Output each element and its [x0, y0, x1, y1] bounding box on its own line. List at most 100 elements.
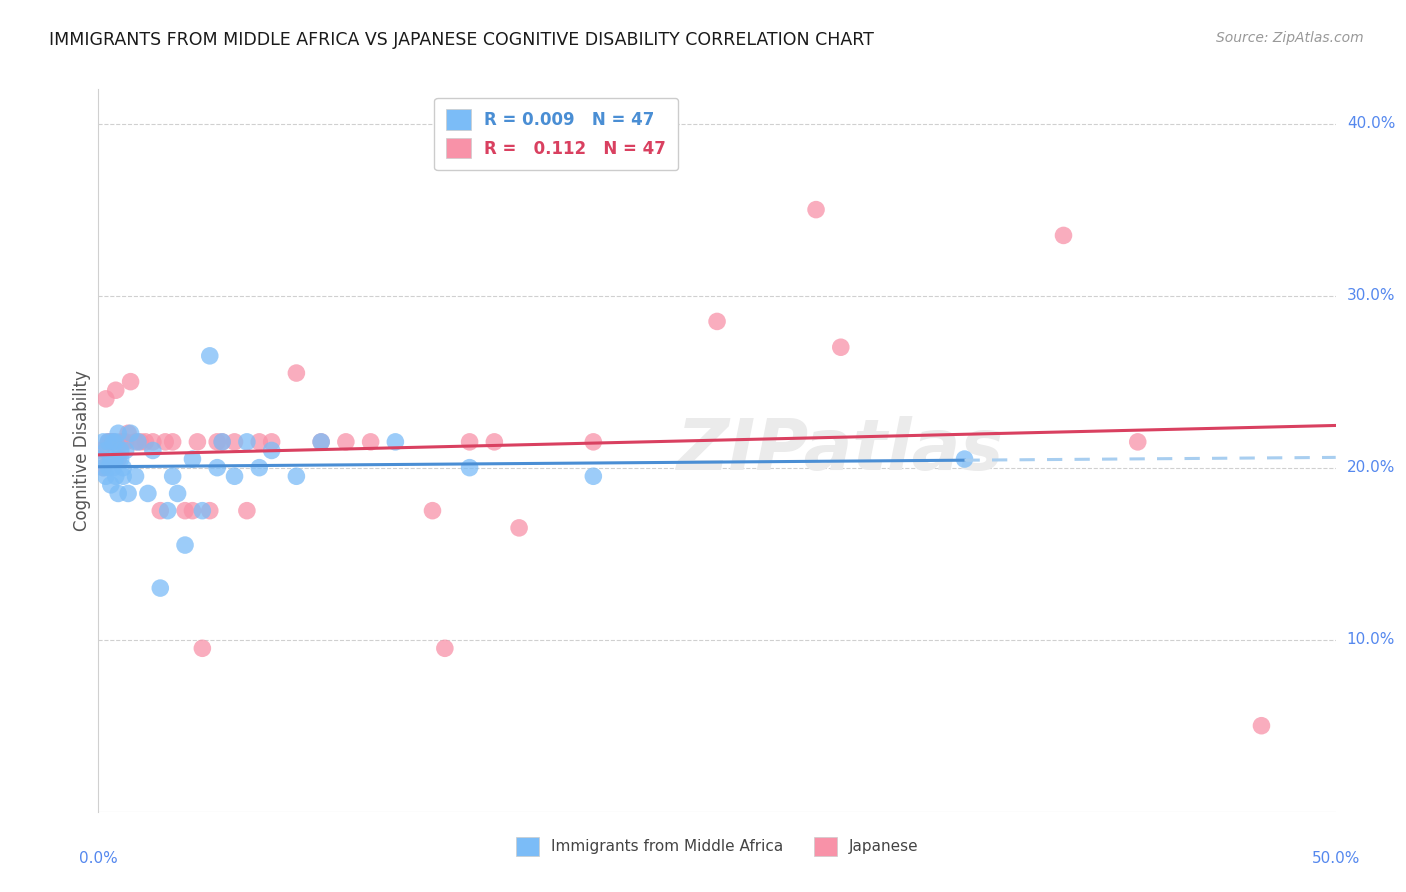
Point	[100, 478, 122, 492]
Point	[191, 641, 214, 656]
Point	[107, 426, 129, 441]
Point	[114, 434, 136, 449]
Text: Source: ZipAtlas.com: Source: ZipAtlas.com	[1216, 31, 1364, 45]
Text: 0.0%: 0.0%	[79, 851, 118, 865]
Point	[104, 434, 127, 449]
Point	[142, 434, 165, 449]
Point	[127, 434, 149, 449]
Point	[174, 503, 197, 517]
Legend: Immigrants from Middle Africa, Japanese: Immigrants from Middle Africa, Japanese	[509, 831, 925, 862]
Point	[94, 469, 117, 483]
Point	[155, 434, 177, 449]
Point	[804, 202, 827, 217]
Point	[110, 452, 132, 467]
Point	[224, 469, 246, 483]
Point	[198, 503, 221, 517]
Point	[90, 443, 112, 458]
Point	[107, 486, 129, 500]
Point	[97, 434, 120, 449]
Point	[149, 503, 172, 517]
Point	[224, 434, 246, 449]
Point	[112, 469, 135, 483]
Point	[706, 314, 728, 328]
Point	[149, 581, 172, 595]
Point	[97, 460, 120, 475]
Point	[384, 434, 406, 449]
Point	[110, 443, 132, 458]
Point	[260, 443, 283, 458]
Point	[103, 460, 125, 475]
Point	[100, 434, 122, 449]
Point	[211, 434, 233, 449]
Point	[112, 460, 135, 475]
Point	[162, 469, 184, 483]
Point	[110, 434, 132, 449]
Point	[360, 434, 382, 449]
Point	[112, 434, 135, 449]
Point	[156, 503, 179, 517]
Point	[285, 366, 308, 380]
Point	[93, 460, 115, 475]
Text: 40.0%: 40.0%	[1347, 116, 1395, 131]
Point	[142, 443, 165, 458]
Point	[97, 434, 120, 449]
Point	[90, 452, 112, 467]
Point	[1052, 228, 1074, 243]
Point	[114, 443, 136, 458]
Point	[260, 434, 283, 449]
Point	[247, 434, 270, 449]
Point	[211, 434, 233, 449]
Point	[433, 641, 456, 656]
Point	[181, 503, 204, 517]
Point	[93, 434, 115, 449]
Text: 30.0%: 30.0%	[1347, 288, 1395, 303]
Point	[1250, 719, 1272, 733]
Text: 10.0%: 10.0%	[1347, 632, 1395, 648]
Point	[103, 434, 125, 449]
Point	[104, 452, 127, 467]
Point	[100, 452, 122, 467]
Point	[174, 538, 197, 552]
Point	[120, 426, 142, 441]
Point	[1126, 434, 1149, 449]
Point	[198, 349, 221, 363]
Text: ZIPatlas: ZIPatlas	[678, 416, 1004, 485]
Point	[335, 434, 357, 449]
Point	[166, 486, 188, 500]
Point	[104, 469, 127, 483]
Point	[422, 503, 444, 517]
Point	[309, 434, 332, 449]
Point	[236, 434, 259, 449]
Point	[582, 469, 605, 483]
Point	[104, 384, 127, 398]
Point	[205, 434, 228, 449]
Point	[830, 340, 852, 354]
Point	[508, 521, 530, 535]
Point	[285, 469, 308, 483]
Point	[117, 486, 139, 500]
Point	[484, 434, 506, 449]
Point	[191, 503, 214, 517]
Point	[94, 443, 117, 458]
Point	[309, 434, 332, 449]
Point	[94, 392, 117, 406]
Point	[136, 486, 159, 500]
Point	[162, 434, 184, 449]
Point	[124, 434, 146, 449]
Text: 50.0%: 50.0%	[1312, 851, 1360, 865]
Point	[124, 469, 146, 483]
Point	[103, 434, 125, 449]
Point	[117, 426, 139, 441]
Point	[120, 375, 142, 389]
Text: 20.0%: 20.0%	[1347, 460, 1395, 475]
Point	[953, 452, 976, 467]
Point	[205, 460, 228, 475]
Point	[134, 434, 156, 449]
Point	[458, 460, 481, 475]
Y-axis label: Cognitive Disability: Cognitive Disability	[73, 370, 91, 531]
Point	[247, 460, 270, 475]
Point	[181, 452, 204, 467]
Point	[582, 434, 605, 449]
Point	[93, 460, 115, 475]
Point	[186, 434, 208, 449]
